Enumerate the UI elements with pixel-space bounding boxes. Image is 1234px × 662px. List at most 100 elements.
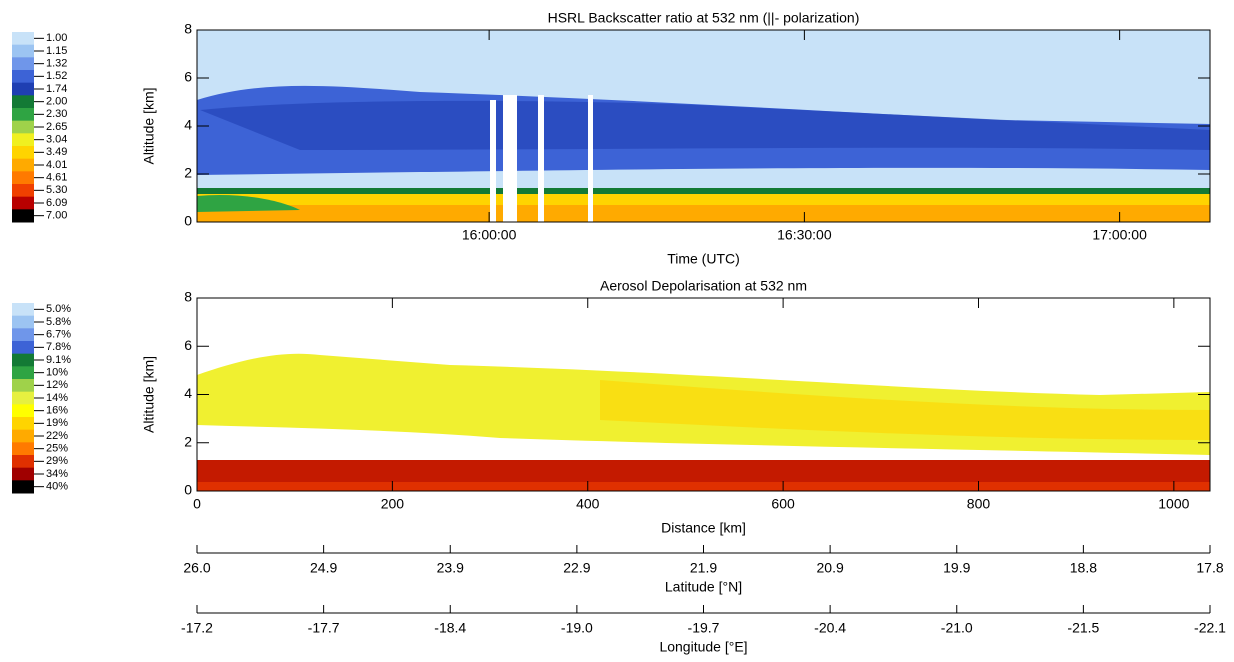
y-tick-label: 2	[184, 433, 192, 449]
colorbar-swatch	[12, 57, 34, 71]
colorbar-swatch	[12, 353, 34, 367]
y-tick-label: 8	[184, 21, 192, 37]
axis-tick-label: 21.9	[690, 560, 717, 576]
colorbar-label: 5.8%	[46, 316, 71, 328]
colorbar-swatch	[12, 95, 34, 109]
chart-title: Aerosol Depolarisation at 532 nm	[600, 278, 807, 294]
y-tick-label: 4	[184, 385, 192, 401]
colorbar-swatch	[12, 196, 34, 210]
x-tick-label: 16:00:00	[462, 227, 517, 243]
axis-tick-label: -17.2	[181, 620, 213, 636]
axis-tick-label: -18.4	[434, 620, 466, 636]
colorbar-swatch	[12, 44, 34, 58]
colorbar-swatch	[12, 442, 34, 456]
colorbar-label: 2.30	[46, 108, 67, 120]
axis-tick-label: -21.0	[941, 620, 973, 636]
y-tick-label: 6	[184, 337, 192, 353]
axis-tick-label: -17.7	[308, 620, 340, 636]
colorbar-label: 16%	[46, 405, 68, 417]
colorbar-swatch	[12, 146, 34, 160]
colorbar-label: 10%	[46, 367, 68, 379]
x-tick-label: 600	[771, 496, 795, 512]
colorbar-label: 1.15	[46, 45, 67, 57]
colorbar-swatch	[12, 209, 34, 223]
colorbar-label: 4.01	[46, 159, 67, 171]
colorbar-label: 14%	[46, 392, 68, 404]
axis-label: Longitude [°E]	[659, 639, 747, 655]
axis-tick-label: -20.4	[814, 620, 846, 636]
colorbar-label: 9.1%	[46, 354, 71, 366]
colorbar-label: 7.8%	[46, 341, 71, 353]
colorbar-swatch	[12, 70, 34, 84]
colorbar-swatch	[12, 480, 34, 494]
axis-tick-label: 22.9	[563, 560, 590, 576]
y-tick-label: 8	[184, 289, 192, 305]
y-axis-label: Altitude [km]	[141, 356, 157, 433]
colorbar-label: 7.00	[46, 210, 67, 222]
colorbar-label: 6.09	[46, 197, 67, 209]
colorbar-label: 5.30	[46, 184, 67, 196]
axis-tick-label: 26.0	[183, 560, 210, 576]
y-tick-label: 0	[184, 482, 192, 498]
y-tick-label: 4	[184, 117, 192, 133]
x-tick-label: 16:30:00	[777, 227, 832, 243]
colorbar-swatch	[12, 341, 34, 355]
axis-tick-label: 17.8	[1196, 560, 1223, 576]
colorbar-label: 3.49	[46, 146, 67, 158]
colorbar-swatch	[12, 108, 34, 122]
colorbar-label: 34%	[46, 468, 68, 480]
x-tick-label: 0	[193, 496, 201, 512]
axis-tick-label: -19.0	[561, 620, 593, 636]
axis-tick-label: 23.9	[437, 560, 464, 576]
colorbar-swatch	[12, 328, 34, 342]
x-tick-label: 800	[967, 496, 991, 512]
colorbar-swatch	[12, 184, 34, 198]
colorbar-label: 22%	[46, 430, 68, 442]
x-tick-label: 1000	[1158, 496, 1189, 512]
chart-title: HSRL Backscatter ratio at 532 nm (||- po…	[548, 10, 860, 26]
axis-label: Latitude [°N]	[665, 579, 742, 595]
colorbar-swatch	[12, 158, 34, 172]
axis-tick-label: -22.1	[1194, 620, 1226, 636]
colorbar-label: 4.61	[46, 172, 67, 184]
y-axis-label: Altitude [km]	[141, 87, 157, 164]
y-tick-label: 2	[184, 165, 192, 181]
x-tick-label: 17:00:00	[1092, 227, 1147, 243]
colorbar-swatch	[12, 417, 34, 431]
colorbar-swatch	[12, 404, 34, 418]
x-axis-label: Time (UTC)	[667, 251, 740, 267]
curtain-2	[197, 353, 1210, 491]
x-tick-label: 200	[381, 496, 405, 512]
colorbar-label: 25%	[46, 443, 68, 455]
colorbar-label: 1.74	[46, 83, 67, 95]
colorbar-swatch	[12, 171, 34, 185]
colorbar-label: 19%	[46, 417, 68, 429]
colorbar-label: 1.32	[46, 58, 67, 70]
colorbar-swatch	[12, 379, 34, 393]
curtain-1	[197, 30, 1210, 222]
colorbar-label: 2.65	[46, 121, 67, 133]
colorbar-label: 5.0%	[46, 303, 71, 315]
colorbar-swatch	[12, 82, 34, 96]
axis-tick-label: 19.9	[943, 560, 970, 576]
colorbar-label: 3.04	[46, 134, 67, 146]
colorbar-swatch	[12, 366, 34, 380]
colorbar-label: 1.00	[46, 32, 67, 44]
colorbar-swatch	[12, 467, 34, 481]
colorbar-label: 29%	[46, 455, 68, 467]
colorbar-swatch	[12, 315, 34, 329]
x-axis-label: Distance [km]	[661, 520, 746, 536]
axis-tick-label: -19.7	[688, 620, 720, 636]
axis-tick-label: 20.9	[817, 560, 844, 576]
colorbar-label: 40%	[46, 481, 68, 493]
colorbar-label: 6.7%	[46, 329, 71, 341]
colorbar-label: 12%	[46, 379, 68, 391]
x-tick-label: 400	[576, 496, 600, 512]
colorbar-swatch	[12, 455, 34, 469]
y-tick-label: 0	[184, 213, 192, 229]
axis-tick-label: 18.8	[1070, 560, 1097, 576]
colorbar-swatch	[12, 120, 34, 134]
axis-tick-label: 24.9	[310, 560, 337, 576]
colorbar-swatch	[12, 32, 34, 46]
